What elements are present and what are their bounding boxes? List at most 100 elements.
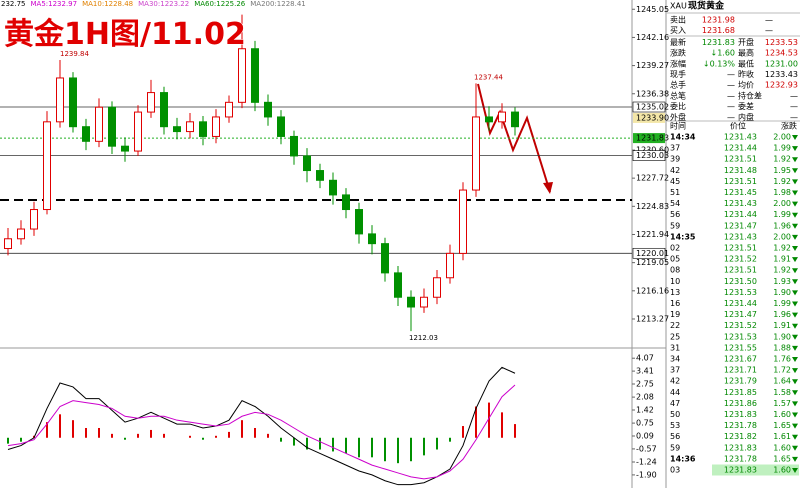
trade-time: 37 — [670, 366, 680, 375]
y-tick-label: 1224.83 — [636, 202, 669, 211]
y-tick-label: -1.90 — [636, 470, 657, 479]
trade-price: 1231.47 — [724, 310, 757, 319]
trade-change: 1.92 — [773, 177, 791, 186]
y-tick-label: 1236.38 — [636, 89, 669, 98]
macd-bar — [397, 437, 399, 464]
trade-time: 14:35 — [670, 232, 696, 241]
trade-price: 1231.48 — [724, 166, 757, 175]
macd-bar — [514, 424, 516, 438]
quote-cell: 总手 — [670, 80, 686, 90]
macd-line — [7, 366, 516, 486]
low-label: 1212.03 — [409, 334, 438, 342]
y-tick-label: 1245.05 — [636, 5, 669, 14]
trade-change: 1.98 — [773, 188, 791, 197]
candle-body — [433, 277, 441, 298]
trade-time: 34 — [670, 355, 680, 364]
down-arrow — [792, 423, 798, 429]
quote-cell: 均价 — [738, 80, 754, 90]
quote-cell: 最低 — [738, 58, 754, 68]
down-arrow — [792, 246, 798, 251]
trade-change: 1.90 — [773, 288, 791, 297]
price-tag — [633, 133, 665, 144]
trade-time: 14:36 — [670, 454, 696, 463]
macd-bar — [20, 437, 22, 442]
macd-bar — [293, 437, 295, 446]
y-tick-label: 2.08 — [636, 393, 654, 402]
trade-time: 05 — [670, 255, 680, 264]
trade-time: 51 — [670, 188, 680, 197]
trade-change: 2.00 — [773, 133, 791, 142]
price-tag — [633, 112, 665, 123]
macd-bar — [215, 435, 217, 438]
down-arrow — [792, 412, 798, 418]
down-arrow — [792, 279, 798, 285]
candle-body — [56, 77, 64, 123]
trade-price: 1231.71 — [724, 366, 757, 375]
trade-price: 1231.51 — [724, 266, 757, 275]
trade-price: 1231.85 — [724, 388, 757, 397]
trade-price: 1231.82 — [724, 432, 757, 441]
macd-bar — [306, 437, 308, 450]
trade-change: 1.96 — [773, 310, 791, 319]
macd-bar — [59, 414, 61, 438]
trade-change: 1.99 — [773, 299, 791, 308]
y-tick-label: 3.41 — [636, 367, 654, 376]
quote-cell: 1233.43 — [765, 70, 798, 79]
down-arrow — [792, 190, 798, 196]
high-label: 1237.44 — [474, 73, 503, 81]
y-tick-label: 1227.72 — [636, 174, 669, 183]
y-tick-label: 1230.60 — [636, 146, 669, 155]
high-label: 1239.84 — [60, 50, 89, 58]
candle-body — [290, 135, 298, 157]
trade-price: 1231.52 — [724, 321, 757, 330]
down-arrow — [792, 157, 798, 163]
macd-bar — [85, 427, 87, 438]
trade-price: 1231.51 — [724, 155, 757, 164]
trade-price: 1231.83 — [724, 410, 757, 419]
candle-body — [264, 101, 272, 118]
trade-price: 1231.53 — [724, 332, 757, 341]
trade-price: 1231.43 — [724, 133, 757, 142]
quote-cell: — — [765, 16, 773, 25]
trade-change: 1.65 — [773, 421, 791, 430]
quote-cell: 1232.93 — [765, 81, 798, 90]
trade-time: 39 — [670, 155, 680, 164]
quote-cell: 最高 — [738, 48, 754, 58]
macd-bar — [189, 435, 191, 438]
legend-item: 232.75 — [1, 0, 26, 8]
candle-body — [472, 116, 480, 191]
candle-body — [407, 296, 415, 308]
macd-bar — [345, 437, 347, 454]
quote-cell: 1231.68 — [702, 26, 735, 35]
quote-cell: 现手 — [670, 69, 686, 79]
y-tick-label: 0.09 — [636, 432, 654, 441]
macd-bar — [423, 437, 425, 456]
quote-cell: 最新 — [670, 37, 686, 47]
trade-time: 19 — [670, 310, 680, 319]
trade-time: 44 — [670, 388, 680, 397]
candle-body — [355, 209, 363, 235]
candle-body — [225, 101, 233, 118]
trade-change: 1.72 — [773, 366, 791, 375]
down-arrow — [792, 390, 798, 396]
candle-body — [108, 106, 116, 147]
quote-cell: 1231.00 — [765, 59, 798, 68]
trade-header: 时间 — [670, 121, 686, 131]
trade-change: 1.65 — [773, 454, 791, 463]
trade-time: 22 — [670, 321, 680, 330]
trade-change: 1.92 — [773, 155, 791, 164]
macd-bar — [384, 437, 386, 462]
macd-line — [7, 384, 516, 480]
trade-price: 1231.79 — [724, 377, 757, 386]
trade-change: 1.76 — [773, 355, 791, 364]
down-arrow — [792, 368, 798, 374]
trade-time: 42 — [670, 377, 680, 386]
quote-cell: 昨收 — [738, 69, 754, 79]
y-tick-label: 0.75 — [636, 419, 654, 428]
row-highlight — [712, 464, 799, 476]
trade-change: 1.61 — [773, 432, 791, 441]
macd-bar — [228, 431, 230, 438]
trade-change: 1.58 — [773, 388, 791, 397]
candle-body — [121, 145, 129, 152]
